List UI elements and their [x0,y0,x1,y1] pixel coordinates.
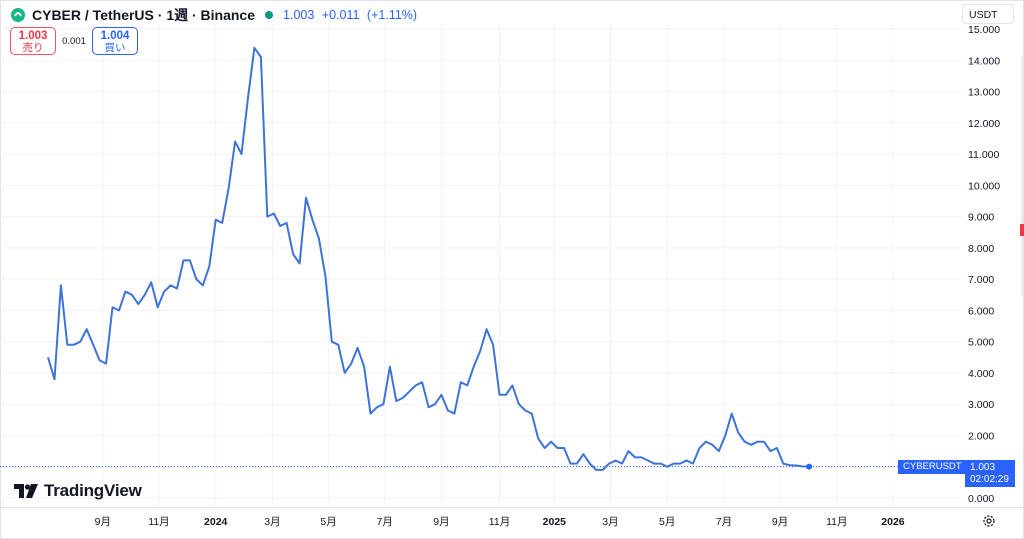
buy-label: 買い [104,42,126,54]
x-tick-label: 9月 [433,516,449,528]
y-tick-label: 13.000 [968,87,1000,99]
x-tick-label: 9月 [772,516,788,528]
y-tick-label: 3.000 [968,399,994,411]
spread-value: 0.001 [62,35,86,47]
x-tick-label: 11月 [489,516,510,528]
x-tick-label: 11月 [826,516,847,528]
time-axis: 9月 11月 2024 3月 5月 7月 9月 11月 2025 3月 5月 7月 9月 11月 2026 [95,516,905,528]
y-tick-label: 4.000 [968,368,994,380]
y-tick-label: 11.000 [968,149,999,161]
tradingview-wordmark: TradingView [44,481,142,500]
legend-price: 1.003 +0.011 (+1.11%) [283,8,417,22]
x-tick-label: 7月 [377,516,393,528]
x-tick-label: 5月 [659,516,675,528]
price-axis: 0.0001.0002.0003.0004.0005.0006.0007.000… [968,24,1000,505]
tradingview-logo-icon [14,484,38,498]
y-tick-label: 6.000 [968,305,994,317]
grid-lines [0,24,962,507]
y-tick-label: 2.000 [968,430,994,442]
trade-buttons: 1.003 売り 0.001 1.004 買い [10,27,138,55]
x-tick-label: 11月 [148,516,169,528]
last-price-label: 1.003 02:02:29 [965,460,1015,487]
x-tick-label: 5月 [320,516,336,528]
y-tick-label: 10.000 [968,180,1000,192]
sell-price: 1.003 [18,30,48,42]
x-tick-label: 2026 [881,516,905,528]
side-panel-tab[interactable] [1020,224,1024,236]
x-tick-label: 3月 [602,516,618,528]
y-tick-label: 8.000 [968,243,994,255]
buy-price: 1.004 [100,30,130,42]
x-tick-label: 3月 [264,516,280,528]
y-tick-label: 7.000 [968,274,994,286]
settings-gear-icon[interactable] [982,514,996,528]
y-tick-label: 12.000 [968,118,1000,130]
last-price-value: 1.003 [970,462,996,473]
y-tick-label: 5.000 [968,337,994,349]
y-tick-label: 14.000 [968,55,1000,67]
x-tick-label: 2025 [543,516,567,528]
last-price-dot [806,463,813,470]
sell-label: 売り [22,42,44,54]
panel-scrollbar[interactable] [1021,56,1023,296]
y-tick-label: 0.000 [968,493,994,505]
sell-button[interactable]: 1.003 売り [10,27,56,55]
buy-button[interactable]: 1.004 買い [92,27,138,55]
legend-last: 1.003 [283,8,315,22]
legend-change-pct: (+1.11%) [366,8,418,22]
symbol-price-tag: CYBERUSDT [898,460,967,474]
currency-label: USDT [969,9,998,21]
bar-countdown: 02:02:29 [970,474,1009,485]
x-tick-label: 9月 [95,516,111,528]
y-tick-label: 15.000 [968,24,1000,36]
chart-legend: CYBER / TetherUS · 1週 · Binance 1.003 +0… [10,5,417,25]
x-tick-label: 7月 [716,516,732,528]
time-axis-divider [0,507,1024,508]
legend-change: +0.011 [321,8,360,22]
symbol-title[interactable]: CYBER / TetherUS · 1週 · Binance [32,7,256,23]
price-line-series [47,46,810,471]
currency-selector[interactable]: USDT [962,4,1014,24]
cyber-logo-icon [11,8,25,22]
y-tick-label: 9.000 [968,212,994,224]
market-status-dot [265,11,274,19]
x-tick-label: 2024 [204,516,228,528]
tradingview-brand[interactable]: TradingView [14,481,142,501]
